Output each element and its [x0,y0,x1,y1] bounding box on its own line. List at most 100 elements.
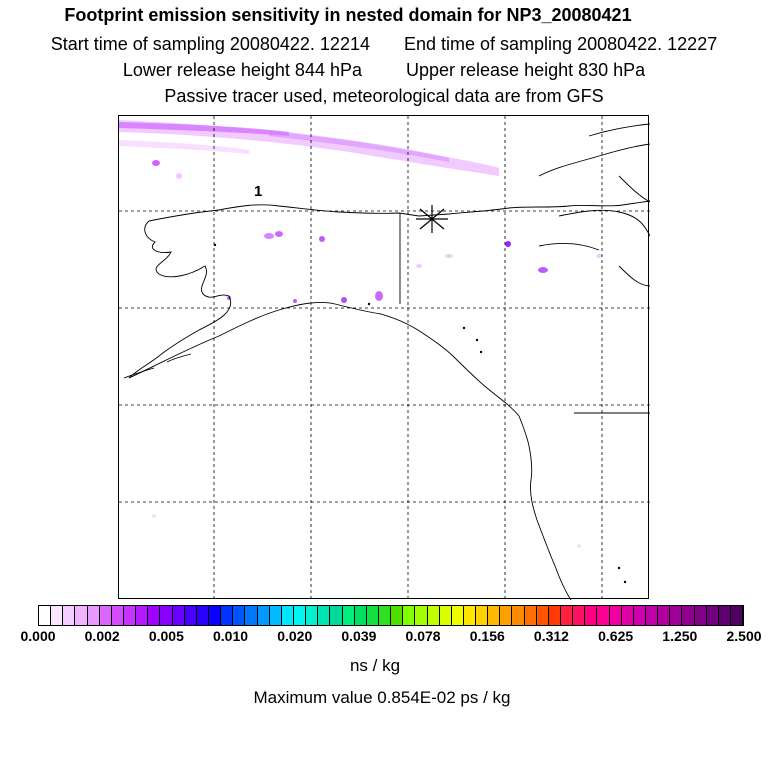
colorbar-segment [233,606,246,625]
coastlines [123,123,650,600]
colorbar-segment [658,606,671,625]
colorbar-segment [306,606,319,625]
tracer-note: Passive tracer used, meteorological data… [164,86,604,106]
colorbar-segment [451,606,464,625]
colorbar-segment [354,606,367,625]
colorbar-segment [123,606,137,625]
graticule [119,116,650,600]
colorbar-segment [463,606,477,625]
release-point-star [416,205,448,233]
plume-spot [445,254,453,258]
colorbar-segment [51,606,64,625]
colorbar-segment [257,606,270,625]
colorbar-segment [269,606,282,625]
map-canvas: 1 [119,116,650,600]
colorbar-segment [427,606,440,625]
colorbar-segment [585,606,598,625]
plume-spot [577,544,581,548]
colorbar-segment [330,606,343,625]
colorbar-segment [87,606,100,625]
colorbar-segment [548,606,562,625]
colorbar-segment [391,606,404,625]
colorbar-segment [706,606,719,625]
plume-spot [596,254,602,258]
colorbar-segment [111,606,124,625]
colorbar-tick-label: 0.000 [20,628,56,644]
colorbar-segment [136,606,149,625]
plume-spot [319,236,325,242]
sampling-times: Start time of sampling 20080422. 12214 En… [0,34,768,55]
colorbar-tick-label: 0.625 [598,628,634,644]
colorbar-segment [281,606,294,625]
colorbar-segment [439,606,452,625]
colorbar-segment [500,606,513,625]
colorbar-ticks: 0.000 0.002 0.005 0.010 0.020 0.039 0.078 0.156… [20,628,761,648]
colorbar-segment [39,606,52,625]
colorbar-tick-label: 0.039 [341,628,377,644]
release-heights: Lower release height 844 hPa Upper releas… [0,60,768,81]
plume-spot [505,241,511,247]
plume-spot [538,267,548,273]
colorbar-segment [488,606,501,625]
colorbar-tick-label: 0.312 [533,628,569,644]
colorbar-segment [561,606,574,625]
colorbar-segment [633,606,647,625]
colorbar-tick-label: 1.250 [662,628,698,644]
end-time: End time of sampling 20080422. 12227 [403,34,718,54]
plume-spot [152,514,156,518]
colorbar-segment [415,606,428,625]
plume-spot [275,231,283,237]
plume-spot [416,264,422,268]
colorbar-segment [196,606,209,625]
lower-release-height: Lower release height 844 hPa [122,60,362,80]
colorbar-segment [573,606,586,625]
colorbar-segment [378,606,392,625]
colorbar-units: ns / kg [349,656,401,675]
plume-spot [176,173,182,179]
colorbar-tick-label: 0.005 [148,628,184,644]
colorbar-segment [403,606,416,625]
colorbar-segment [512,606,525,625]
trajectory-label: 1 [254,183,262,200]
colorbar-segment [670,606,683,625]
colorbar-tick-label: 0.020 [277,628,313,644]
colorbar-segment [609,606,622,625]
plume-spot [152,160,160,166]
colorbar-segment [63,606,76,625]
colorbar-segment [682,606,695,625]
islands [213,243,627,584]
colorbar-segment [99,606,112,625]
colorbar-segment [621,606,634,625]
plume-spot [264,233,274,239]
colorbar-segment [245,606,258,625]
colorbar-segment [731,606,744,625]
colorbar-tick-label: 0.002 [84,628,120,644]
colorbar [38,605,744,626]
colorbar-segment [342,606,355,625]
plume-spot [341,297,347,303]
colorbar-segment [536,606,549,625]
colorbar-segment [293,606,307,625]
colorbar-segment [694,606,707,625]
maximum-value: Maximum value 0.854E-02 ps / kg [253,688,511,707]
colorbar-segment [476,606,489,625]
colorbar-segment [75,606,88,625]
upper-release-height: Upper release height 830 hPa [406,60,646,80]
colorbar-tick-label: 2.500 [726,628,762,644]
plot-title: Footprint emission sensitivity in nested… [64,5,632,25]
colorbar-segment [318,606,331,625]
colorbar-segment [646,606,659,625]
colorbar-segment [160,606,173,625]
colorbar-tick-label: 0.078 [405,628,441,644]
start-time: Start time of sampling 20080422. 12214 [50,34,370,54]
footprint-map: 1 [118,115,650,600]
colorbar-segment [184,606,197,625]
colorbar-tick-label: 0.010 [213,628,249,644]
colorbar-segment [148,606,161,625]
colorbar-segment [524,606,537,625]
plume-spot [293,299,297,303]
colorbar-segment [718,606,732,625]
colorbar-segment [221,606,234,625]
colorbar-segment [208,606,222,625]
colorbar-tick-label: 0.156 [469,628,505,644]
